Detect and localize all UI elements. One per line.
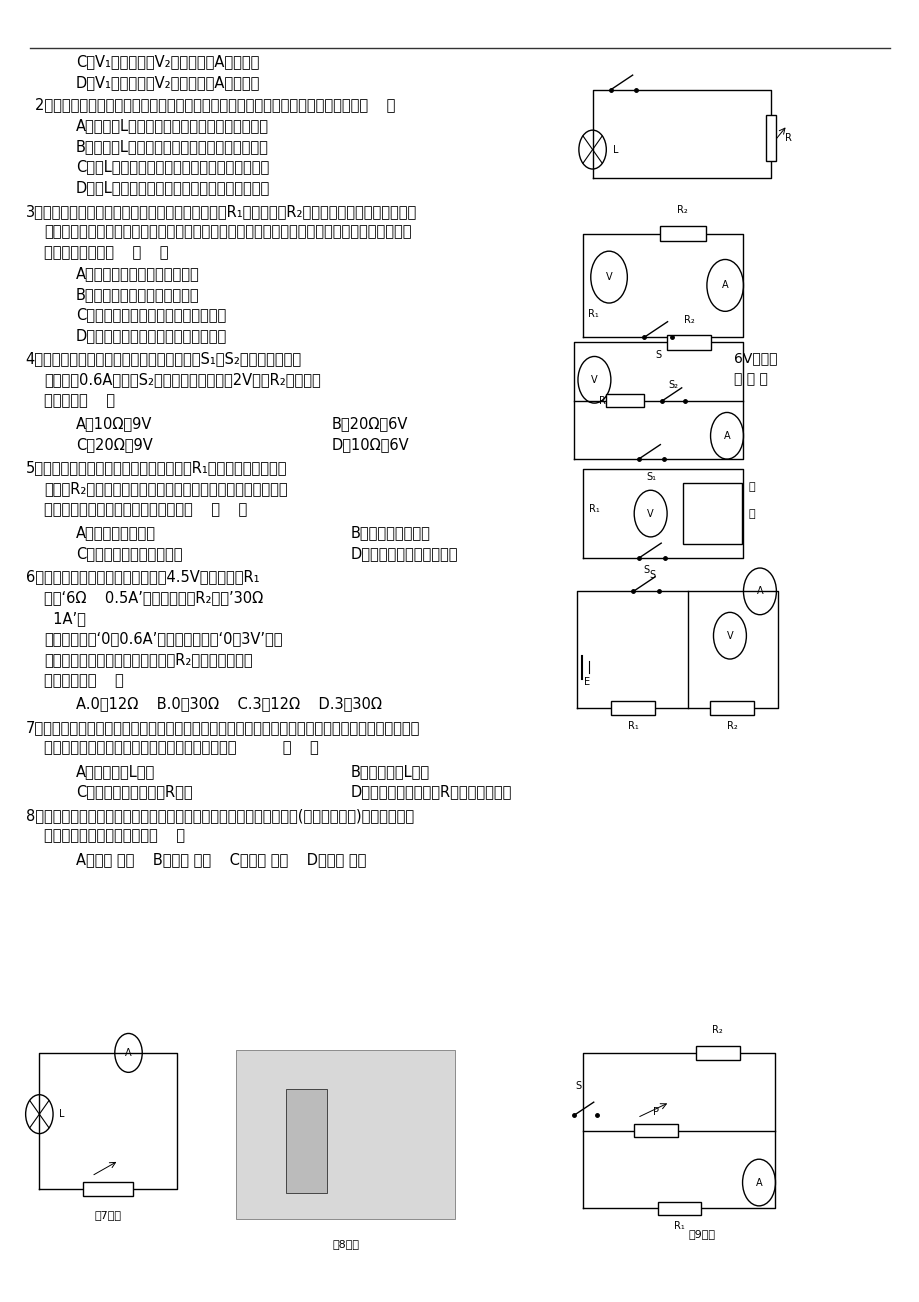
Text: A．电压表示数不变: A．电压表示数不变 bbox=[76, 525, 155, 540]
Text: S: S bbox=[642, 565, 649, 575]
Text: V: V bbox=[591, 375, 597, 385]
Text: R₂: R₂ bbox=[683, 315, 694, 326]
Text: 电 源 电: 电 源 电 bbox=[733, 372, 767, 387]
Bar bbox=[765, 116, 775, 161]
Text: C．电流表示数变小，电压表示数变大: C．电流表示数变小，电压表示数变大 bbox=[76, 307, 226, 323]
Text: A: A bbox=[723, 431, 730, 441]
Text: R₁: R₁ bbox=[628, 721, 638, 730]
Text: 压表示数变化的情况分别是（    ）: 压表示数变化的情况分别是（ ） bbox=[44, 828, 185, 844]
Text: 4．如图所示，电源电压保持不变，闭合开关S₁、S₂，电压表示数为: 4．如图所示，电源电压保持不变，闭合开关S₁、S₂，电压表示数为 bbox=[26, 352, 301, 367]
Bar bbox=[666, 336, 710, 349]
Bar bbox=[606, 395, 643, 408]
Text: 所示电路，热敏电阻的阻値随温度的升高而减小。闭合开关后，当温度升高时，电压表和电流表: 所示电路，热敏电阻的阻値随温度的升高而减小。闭合开关后，当温度升高时，电压表和电… bbox=[44, 224, 411, 240]
Text: A: A bbox=[754, 1177, 762, 1187]
Text: C．灯L两端的电压变小，通过变阻器的电流变小: C．灯L两端的电压变小，通过变阻器的电流变小 bbox=[76, 160, 269, 174]
Text: 阻値范围是（    ）: 阻値范围是（ ） bbox=[44, 673, 123, 687]
Bar bbox=[286, 1090, 327, 1193]
Bar bbox=[657, 1202, 700, 1215]
Text: 另一只电表的示数明显变大。下列判断中正确的是          （    ）: 另一只电表的示数明显变大。下列判断中正确的是 （ ） bbox=[44, 741, 318, 755]
Text: L: L bbox=[60, 1109, 65, 1120]
Bar bbox=[709, 700, 753, 715]
Text: 出的酒精气体浓度越大，那么测试仪的    （    ）: 出的酒精气体浓度越大，那么测试仪的 （ ） bbox=[44, 501, 247, 517]
Text: 呼: 呼 bbox=[747, 509, 754, 518]
Text: 第7题图: 第7题图 bbox=[95, 1210, 121, 1220]
Text: S₁: S₁ bbox=[646, 471, 655, 482]
Text: 5．如图所示是酒精测试仪的原理图。图中R₁为定値电阻，酒精气: 5．如图所示是酒精测试仪的原理图。图中R₁为定値电阻，酒精气 bbox=[26, 461, 287, 475]
Text: A．可能是灯L断路: A．可能是灯L断路 bbox=[76, 764, 155, 779]
Text: R: R bbox=[784, 133, 790, 143]
Text: A: A bbox=[755, 586, 763, 596]
Text: P: P bbox=[652, 1107, 659, 1117]
Bar bbox=[83, 1182, 133, 1197]
Text: R₂: R₂ bbox=[676, 204, 687, 215]
Text: 传感器R₂的电阻値随酒精气体浓度的增大而减小，如果驾驶员: 传感器R₂的电阻値随酒精气体浓度的增大而减小，如果驾驶员 bbox=[44, 482, 288, 496]
Bar bbox=[235, 1051, 455, 1219]
Bar bbox=[634, 1124, 677, 1137]
Text: 标有‘6Ω    0.5A’，滑动变阻器R₂标有’30Ω: 标有‘6Ω 0.5A’，滑动变阻器R₂标有’30Ω bbox=[44, 590, 263, 605]
Text: 第8题图: 第8题图 bbox=[332, 1240, 358, 1250]
Text: A: A bbox=[125, 1048, 131, 1059]
Text: A: A bbox=[721, 280, 728, 290]
Text: V: V bbox=[647, 509, 653, 518]
Text: B．20Ω、6V: B．20Ω、6V bbox=[332, 417, 408, 431]
Text: A．电流表和电压表示数均变小: A．电流表和电压表示数均变小 bbox=[76, 266, 199, 281]
Text: B．一定是灯L短路: B．一定是灯L短路 bbox=[350, 764, 429, 779]
Text: D．传感器两端的电压越大: D．传感器两端的电压越大 bbox=[350, 546, 458, 561]
Text: D．一定是滑动变阻器R的滑片向左滑动: D．一定是滑动变阻器R的滑片向左滑动 bbox=[350, 785, 511, 799]
Text: B．电流表和电压表示数均变大: B．电流表和电压表示数均变大 bbox=[76, 286, 199, 302]
Text: C．V₁示数不变，V₂示数减小，A示数不变: C．V₁示数不变，V₂示数减小，A示数不变 bbox=[76, 55, 259, 69]
Text: R₁: R₁ bbox=[674, 1221, 684, 1232]
Text: D．灯L两端的电压变大，通过变阻器的电流变小: D．灯L两端的电压变大，通过变阻器的电流变小 bbox=[76, 181, 270, 195]
Text: 7．在如图所示的电路中，闭合开关，调节滑动变阻器，发现两只电表中有一只电表的示数明显变小，: 7．在如图所示的电路中，闭合开关，调节滑动变阻器，发现两只电表中有一只电表的示数… bbox=[26, 720, 420, 734]
Text: A．通过灯L的电流变小，变阻器两端的电压变小: A．通过灯L的电流变小，变阻器两端的电压变小 bbox=[76, 118, 268, 133]
Text: 第9题图: 第9题图 bbox=[688, 1229, 715, 1240]
Text: V: V bbox=[605, 272, 612, 283]
Text: 1A’，: 1A’， bbox=[44, 611, 85, 626]
Text: 8．如图所示的电路，闭合开关，滑动变阻器的滑片向右移动的过程中(电源电压不变)，电流表与电: 8．如图所示的电路，闭合开关，滑动变阻器的滑片向右移动的过程中(电源电压不变)，… bbox=[26, 807, 414, 823]
Bar bbox=[695, 1046, 739, 1060]
Text: B．通过灯L的电流变大，变阻器两端的电压变大: B．通过灯L的电流变大，变阻器两端的电压变大 bbox=[76, 139, 268, 154]
Text: 体: 体 bbox=[747, 482, 754, 492]
Text: C．通过传感器的电流越小: C．通过传感器的电流越小 bbox=[76, 546, 182, 561]
Text: E: E bbox=[584, 677, 590, 687]
Text: S: S bbox=[654, 350, 661, 361]
Text: B．电压表示数越大: B．电压表示数越大 bbox=[350, 525, 430, 540]
Text: D．10Ω、6V: D．10Ω、6V bbox=[332, 437, 409, 452]
Text: L: L bbox=[612, 145, 618, 155]
Text: 表示数为0.6A，断开S₂后，电压表示数变为2V，则R₂的电阻和: 表示数为0.6A，断开S₂后，电压表示数变为2V，则R₂的电阻和 bbox=[44, 372, 321, 387]
Text: R₁: R₁ bbox=[599, 396, 609, 406]
Text: 3．某兴趣小组为了研究电子温控装置，将热敏电阻R₁、定値电阻R₂以及电压表和电流表连入如图: 3．某兴趣小组为了研究电子温控装置，将热敏电阻R₁、定値电阻R₂以及电压表和电流… bbox=[26, 203, 416, 219]
Text: 传感器: 传感器 bbox=[705, 519, 719, 529]
Text: D．V₁示数不变，V₂示数增大，A示数不变: D．V₁示数不变，V₂示数增大，A示数不变 bbox=[76, 76, 260, 90]
Text: R₁: R₁ bbox=[588, 504, 599, 514]
Text: D．电流表示数变大，电压表示数变小: D．电流表示数变大，电压表示数变小 bbox=[76, 328, 227, 344]
Bar bbox=[611, 700, 654, 715]
Text: 的示数变化情况是    （    ）: 的示数变化情况是 （ ） bbox=[44, 245, 168, 260]
Text: 酒精气体: 酒精气体 bbox=[702, 501, 720, 510]
Text: 了保护各电表和元件，滑动变阻器R₂允许接入电路的: 了保护各电表和元件，滑动变阻器R₂允许接入电路的 bbox=[44, 652, 253, 668]
Text: 压分别是（    ）: 压分别是（ ） bbox=[44, 393, 115, 408]
Text: 6．如图所示的电路中，电源电压为4.5V不变，电阻R₁: 6．如图所示的电路中，电源电压为4.5V不变，电阻R₁ bbox=[26, 569, 259, 585]
Text: 电流表量程为‘0～0.6A’，电压表量程为‘0～3V’，为: 电流表量程为‘0～0.6A’，电压表量程为‘0～3V’，为 bbox=[44, 631, 282, 647]
Text: S₂: S₂ bbox=[667, 380, 677, 389]
Text: A．10Ω、9V: A．10Ω、9V bbox=[76, 417, 153, 431]
Text: R₂: R₂ bbox=[711, 1026, 722, 1035]
Text: S: S bbox=[649, 570, 654, 581]
Text: 6V，电流: 6V，电流 bbox=[733, 352, 777, 366]
Text: V: V bbox=[726, 630, 732, 641]
Text: R₁: R₁ bbox=[587, 310, 598, 319]
Bar bbox=[682, 483, 742, 544]
Text: C．可能是滑动变阻器R断路: C．可能是滑动变阻器R断路 bbox=[76, 785, 192, 799]
Text: R₂: R₂ bbox=[726, 721, 736, 730]
Text: C．20Ω、9V: C．20Ω、9V bbox=[76, 437, 153, 452]
Text: S: S bbox=[575, 1081, 582, 1091]
Text: A．变小 变大    B．变小 不变    C．不变 不变    D．变小 变小: A．变小 变大 B．变小 不变 C．不变 不变 D．变小 变小 bbox=[76, 852, 366, 867]
Text: A.0～12Ω    B.0～30Ω    C.3～12Ω    D.3～30Ω: A.0～12Ω B.0～30Ω C.3～12Ω D.3～30Ω bbox=[76, 697, 381, 711]
Bar bbox=[659, 227, 705, 241]
Text: 2．如图所示，电源电压保持不变，闭合开关，将滑动变阻器的滑片向右滑动时，则（    ）: 2．如图所示，电源电压保持不变，闭合开关，将滑动变阻器的滑片向右滑动时，则（ ） bbox=[35, 98, 395, 112]
